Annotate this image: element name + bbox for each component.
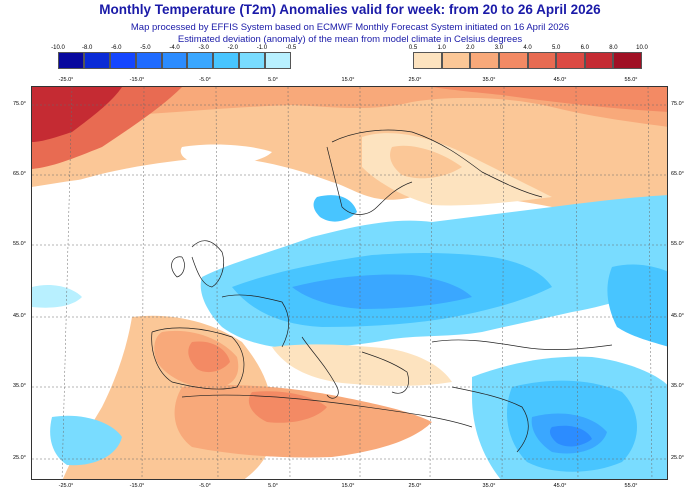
- longitude-label: -5.0°: [199, 77, 211, 83]
- legend-swatch: [584, 52, 614, 69]
- longitude-label: 35.0°: [482, 483, 496, 489]
- latitude-label: 25.0°: [671, 455, 684, 461]
- latitude-label: 35.0°: [671, 383, 684, 389]
- legend-swatch: [527, 52, 557, 69]
- legend-tick-label: 2.0: [466, 45, 475, 51]
- longitude-label: 55.0°: [624, 77, 638, 83]
- longitude-label: 15.0°: [341, 77, 355, 83]
- legend-tick-label: 4.0: [523, 45, 532, 51]
- latitude-label: 55.0°: [671, 241, 684, 247]
- latitude-label: 75.0°: [13, 101, 26, 107]
- longitude-label: -25.0°: [58, 483, 74, 489]
- map-subtitle-units: Estimated deviation (anomaly) of the mea…: [177, 34, 523, 45]
- map-title: Monthly Temperature (T2m) Anomalies vali…: [99, 2, 601, 17]
- legend-swatch: [109, 52, 136, 69]
- latitude-label: 75.0°: [671, 101, 684, 107]
- legend-tick-label: -1.0: [256, 45, 268, 51]
- legend-swatch: [265, 52, 292, 69]
- longitude-label: -25.0°: [58, 77, 74, 83]
- longitude-label: 15.0°: [341, 483, 355, 489]
- legend-tick-label: -2.0: [227, 45, 238, 51]
- legend-swatch: [556, 52, 585, 69]
- legend-swatch: [441, 52, 471, 69]
- map-subtitle-source: Map processed by EFFIS System based on E…: [130, 22, 570, 33]
- longitude-label: -15.0°: [129, 483, 145, 489]
- legend-tick-label: 6.0: [580, 45, 589, 51]
- latitude-label: 65.0°: [13, 171, 26, 177]
- legend-swatch: [161, 52, 188, 69]
- longitude-label: -5.0°: [199, 483, 211, 489]
- latitude-label: 25.0°: [13, 455, 26, 461]
- legend-tick-label: -3.0: [198, 45, 209, 51]
- longitude-label: 25.0°: [408, 483, 422, 489]
- longitude-label: 55.0°: [624, 483, 638, 489]
- longitude-label: 35.0°: [482, 77, 496, 83]
- latitude-label: 35.0°: [13, 383, 26, 389]
- legend-swatch: [470, 52, 499, 69]
- longitude-label: 45.0°: [553, 483, 567, 489]
- legend-swatch: [83, 52, 110, 69]
- longitude-label: 25.0°: [408, 77, 422, 83]
- legend-swatch: [187, 52, 214, 69]
- legend-swatch: [413, 52, 442, 69]
- legend-tick-label: 8.0: [609, 45, 618, 51]
- anomaly-map: [31, 86, 668, 480]
- legend-tick-label: -4.0: [169, 45, 180, 51]
- legend-tick-label: 1.0: [437, 45, 446, 51]
- latitude-label: 45.0°: [671, 313, 684, 319]
- legend-swatch: [135, 52, 162, 69]
- legend-tick-label: -6.0: [111, 45, 122, 51]
- latitude-label: 45.0°: [13, 313, 26, 319]
- legend-cold-scale: [58, 52, 292, 69]
- longitude-label: 45.0°: [553, 77, 567, 83]
- latitude-label: 55.0°: [13, 241, 26, 247]
- longitude-label: -15.0°: [129, 77, 145, 83]
- legend-tick-label: -5.0: [140, 45, 151, 51]
- longitude-label: 5.0°: [268, 483, 278, 489]
- legend-swatch: [239, 52, 266, 69]
- legend-warm-scale: [413, 52, 642, 69]
- longitude-label: 5.0°: [268, 77, 278, 83]
- legend-tick-label: -0.5: [285, 45, 297, 51]
- legend-tick-label: -8.0: [81, 45, 93, 51]
- latitude-label: 65.0°: [671, 171, 684, 177]
- legend-swatch: [498, 52, 528, 69]
- anomaly-map-canvas: [32, 87, 667, 479]
- legend-tick-label: 0.5: [408, 45, 418, 51]
- legend-tick-label: 5.0: [551, 45, 561, 51]
- legend-swatch: [613, 52, 642, 69]
- legend-swatch: [213, 52, 240, 69]
- legend-tick-label: 10.0: [636, 45, 648, 51]
- legend-tick-label: -10.0: [51, 45, 65, 51]
- legend-tick-label: 3.0: [494, 45, 504, 51]
- legend-swatch: [58, 52, 84, 69]
